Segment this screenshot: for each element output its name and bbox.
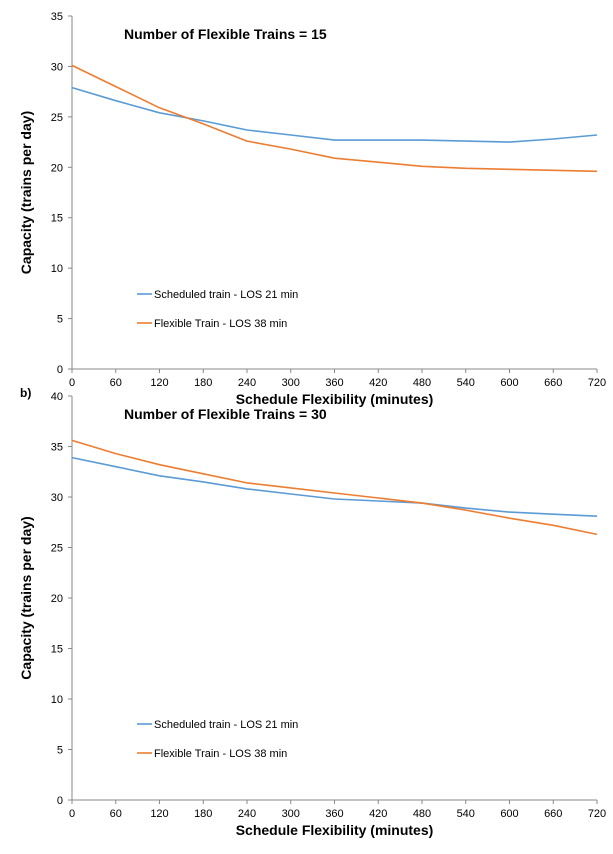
y-tick-label: 35 xyxy=(51,442,63,454)
series-line-1 xyxy=(71,456,598,517)
legend-label-2: Flexible Train - LOS 38 min xyxy=(154,318,287,330)
y-tick-label: 5 xyxy=(57,745,63,757)
x-tick-label: 120 xyxy=(150,808,168,820)
x-tick-label: 660 xyxy=(544,808,562,820)
x-tick-label: 300 xyxy=(282,808,300,820)
y-tick-label: 20 xyxy=(51,162,63,174)
y-tick-label: 10 xyxy=(51,263,63,275)
x-tick-label: 480 xyxy=(413,377,431,389)
x-tick-label: 0 xyxy=(69,377,75,389)
legend-label-1: Scheduled train - LOS 21 min xyxy=(154,289,298,301)
x-tick-label: 540 xyxy=(457,377,475,389)
panel-label: b) xyxy=(20,386,31,400)
chart-panel-2: 0 5 10 15 20 25 30 35 40 0 60 120 180 240 300 360 420 480… xyxy=(18,386,606,838)
x-tick-label: 420 xyxy=(369,808,387,820)
x-tick-label: 600 xyxy=(500,377,518,389)
y-tick-label: 30 xyxy=(51,61,63,73)
x-tick-label: 120 xyxy=(150,377,168,389)
x-tick-label: 240 xyxy=(238,377,256,389)
x-tick-label: 660 xyxy=(544,377,562,389)
series-line-2 xyxy=(71,439,598,536)
x-tick-label: 480 xyxy=(413,808,431,820)
x-tick-label: 60 xyxy=(110,808,122,820)
x-tick-label: 0 xyxy=(69,808,75,820)
x-tick-label: 600 xyxy=(500,808,518,820)
y-tick-label: 10 xyxy=(51,694,63,706)
y-tick-label: 20 xyxy=(51,593,63,605)
x-tick-label: 360 xyxy=(325,377,343,389)
x-tick-label: 420 xyxy=(369,377,387,389)
y-tick-label: 15 xyxy=(51,213,63,225)
series-line-1 xyxy=(71,86,598,143)
x-tick-label: 720 xyxy=(588,377,606,389)
y-tick-label: 25 xyxy=(51,112,63,124)
x-tick-label: 240 xyxy=(238,808,256,820)
series-line-2 xyxy=(71,64,598,173)
y-tick-label: 35 xyxy=(51,11,63,23)
x-axis-title: Schedule Flexibility (minutes) xyxy=(236,822,434,838)
x-tick-label: 360 xyxy=(325,808,343,820)
chart-title: Number of Flexible Trains = 30 xyxy=(124,406,327,422)
y-tick-label: 15 xyxy=(51,644,63,656)
x-tick-label: 180 xyxy=(194,808,212,820)
y-tick-label: 0 xyxy=(57,795,63,807)
chart-title: Number of Flexible Trains = 15 xyxy=(124,26,327,42)
y-axis-title: Capacity (trains per day) xyxy=(18,516,34,679)
x-tick-label: 60 xyxy=(110,377,122,389)
x-tick-label: 300 xyxy=(282,377,300,389)
x-tick-label: 180 xyxy=(194,377,212,389)
legend-label-2: Flexible Train - LOS 38 min xyxy=(154,748,287,760)
y-tick-label: 40 xyxy=(51,391,63,403)
y-axis-title: Capacity (trains per day) xyxy=(18,111,34,274)
chart-panel-1: 0 5 10 15 20 25 30 35 0 60 120 180 240 300 360 420 480 54… xyxy=(18,11,606,407)
x-tick-label: 720 xyxy=(588,808,606,820)
y-tick-label: 30 xyxy=(51,492,63,504)
y-tick-label: 0 xyxy=(57,364,63,376)
x-axis-title: Schedule Flexibility (minutes) xyxy=(236,391,434,407)
y-tick-label: 25 xyxy=(51,543,63,555)
legend-label-1: Scheduled train - LOS 21 min xyxy=(154,719,298,731)
y-tick-label: 5 xyxy=(57,314,63,326)
x-tick-label: 540 xyxy=(457,808,475,820)
